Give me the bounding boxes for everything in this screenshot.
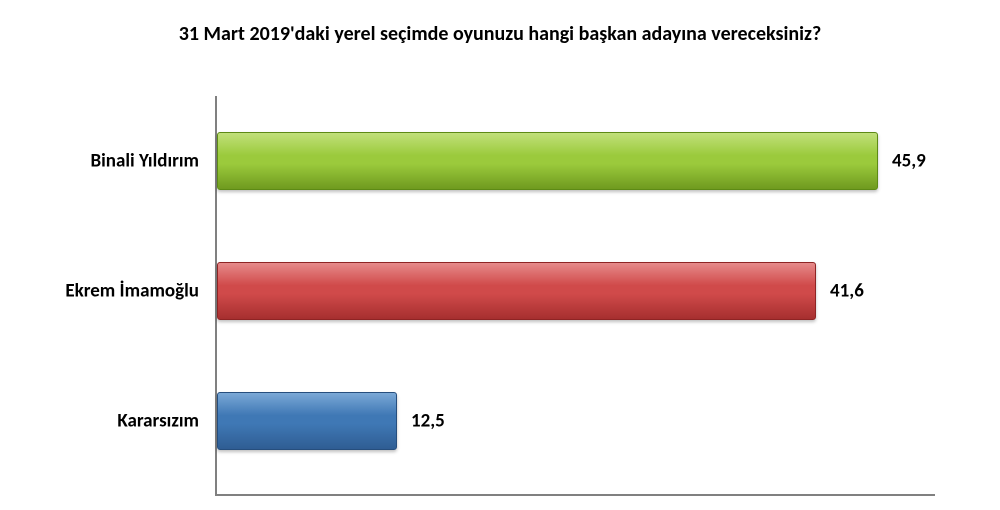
poll-bar-chart: 31 Mart 2019'daki yerel seçimde oyunuzu … [0,0,1000,510]
category-label: Binali Yıldırım [90,150,199,173]
category-label: Kararsızım [117,410,199,433]
bar [217,132,878,190]
bar [217,262,816,320]
value-label: 12,5 [411,410,445,433]
bar [217,392,397,450]
value-label: 41,6 [830,280,864,303]
category-label: Ekrem İmamoğlu [65,280,199,303]
chart-title: 31 Mart 2019'daki yerel seçimde oyunuzu … [0,22,1000,47]
value-label: 45,9 [892,150,926,173]
x-axis [215,494,935,496]
plot-area: Binali Yıldırım 45,9 Ekrem İmamoğlu 41,6… [215,96,935,496]
